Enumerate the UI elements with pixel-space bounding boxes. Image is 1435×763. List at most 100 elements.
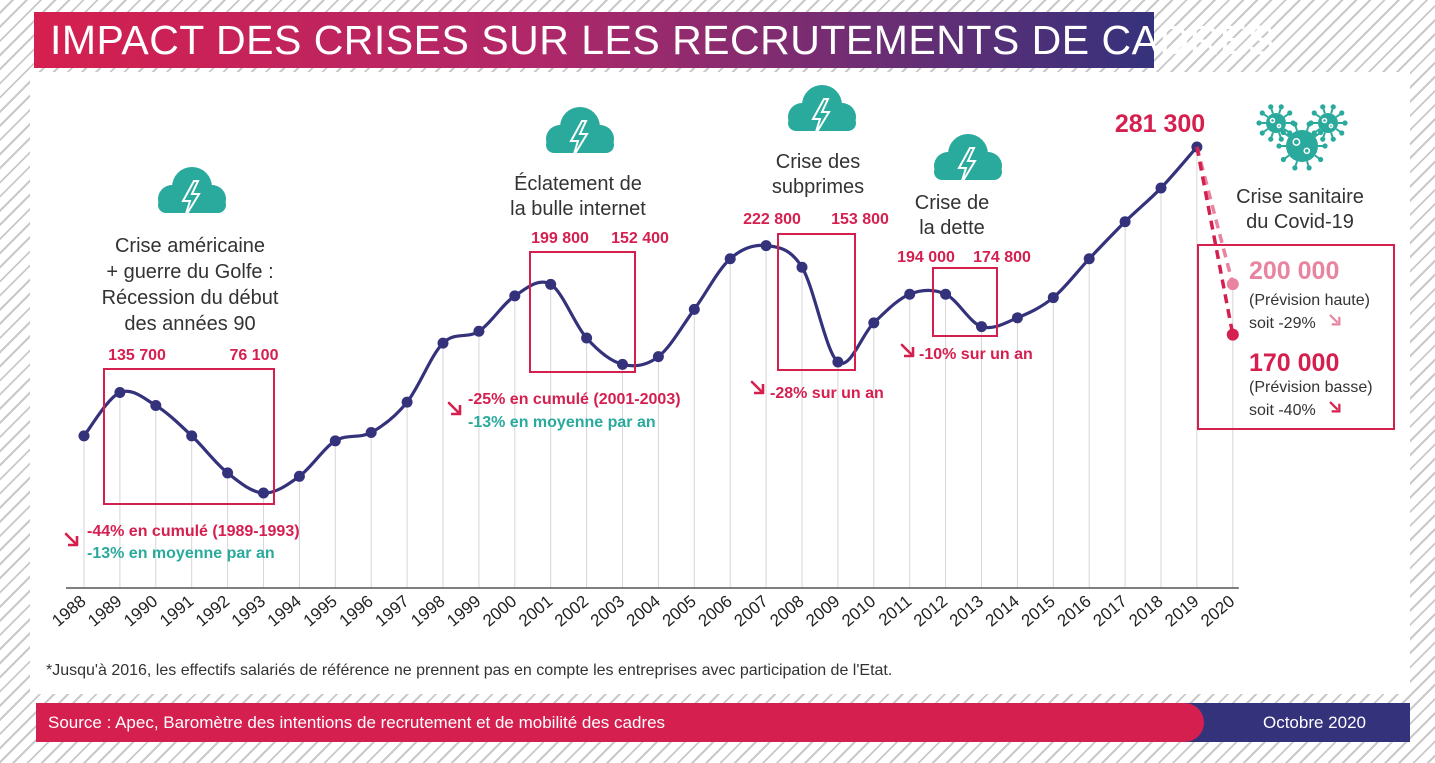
x-tick-label: 2016 — [1054, 592, 1095, 631]
virus-spike-tip — [1292, 165, 1298, 171]
crisis-value-label: 222 800 — [743, 211, 801, 228]
forecast-high-value: 200 000 — [1249, 257, 1339, 285]
forecast-low-value: 170 000 — [1249, 349, 1339, 377]
virus-spike-tip — [1320, 136, 1326, 142]
x-tick-label: 1988 — [48, 592, 89, 631]
virus-spike-tip — [1280, 156, 1286, 163]
x-tick-label: 1996 — [336, 592, 377, 631]
virus-spike-tip — [1280, 129, 1286, 136]
virus-spike-tip — [1330, 136, 1336, 142]
data-point — [1155, 182, 1167, 194]
data-point — [401, 396, 413, 408]
x-tick-label: 2002 — [551, 592, 592, 631]
crisis-label: subprimes — [772, 176, 864, 198]
data-point — [329, 435, 341, 447]
crisis-label: Récession du début — [102, 287, 279, 309]
virus-small — [1308, 104, 1348, 142]
forecast-box — [1197, 244, 1395, 430]
x-tick-label: 2008 — [766, 592, 807, 631]
virus-spike-tip — [1311, 130, 1317, 136]
crisis-value-label: 76 100 — [230, 347, 279, 364]
virus-spike-tip — [1287, 130, 1293, 136]
crisis-label: des années 90 — [124, 313, 255, 335]
crisis-box — [103, 368, 275, 505]
crisis-label: Crise des — [776, 151, 860, 173]
x-tick-label: 2017 — [1089, 592, 1130, 631]
virus-spike-tip — [1342, 120, 1348, 126]
data-point — [222, 467, 234, 479]
x-tick-label: 2010 — [838, 592, 879, 631]
arrow-shaft — [64, 532, 77, 545]
data-point — [940, 288, 952, 300]
x-tick-label: 1993 — [228, 592, 269, 631]
virus-body — [1286, 130, 1318, 162]
virus-spike-tip — [1318, 129, 1324, 136]
forecast-point — [1226, 278, 1239, 291]
virus-spike-tip — [1287, 110, 1293, 116]
storm-cloud-icon — [546, 107, 614, 158]
crisis-label: la bulle internet — [510, 198, 646, 220]
virus-spike-tip — [1339, 110, 1345, 116]
x-tick-label: 2020 — [1197, 592, 1238, 631]
forecast-high-caption: (Prévision haute) — [1249, 292, 1370, 309]
storm-cloud-icon — [788, 85, 856, 136]
virus-dot — [1269, 117, 1276, 124]
page-title: IMPACT DES CRISES SUR LES RECRUTEMENTS D… — [50, 17, 1276, 63]
x-tick-label: 2019 — [1161, 592, 1202, 631]
lightning-icon — [181, 180, 201, 218]
peak-value-label: 281 300 — [1115, 110, 1205, 138]
data-point — [509, 290, 521, 302]
data-point — [652, 351, 664, 363]
data-point — [688, 303, 700, 315]
crisis-note: -25% en cumulé (2001-2003) — [468, 391, 681, 408]
virus-spike-tip — [1259, 110, 1265, 116]
x-tick-label: 2004 — [623, 592, 664, 631]
arrow-head — [1331, 403, 1341, 413]
virus-spike-tip — [1259, 130, 1265, 136]
footnote: *Jusqu'à 2016, les effectifs salariés de… — [46, 662, 893, 679]
down-arrow-icon — [900, 343, 915, 358]
x-tick-label: 1997 — [371, 592, 412, 631]
x-tick-label: 2005 — [659, 592, 700, 631]
title-band — [34, 12, 1154, 68]
x-tick-label: 2000 — [479, 592, 520, 631]
x-tick-label: 2012 — [910, 592, 951, 631]
lightning-icon — [957, 147, 977, 185]
virus-spike-tip — [1256, 120, 1262, 126]
crisis-box — [529, 251, 636, 373]
crisis-note: -13% en moyenne par an — [87, 545, 275, 562]
data-point — [724, 253, 736, 265]
data-point — [617, 358, 628, 370]
x-tick-label: 2009 — [802, 592, 843, 631]
virus-dot — [1303, 147, 1311, 155]
x-tick-label: 2015 — [1018, 592, 1059, 631]
arrow-head — [904, 347, 915, 358]
x-tick-label: 1992 — [192, 592, 233, 631]
data-point — [868, 317, 880, 329]
data-point — [832, 356, 844, 368]
virus-spike-tip — [1306, 121, 1312, 127]
arrow-shaft — [900, 343, 913, 356]
lightning-icon — [811, 98, 831, 136]
data-point — [114, 387, 126, 399]
data-point — [1047, 292, 1059, 304]
crisis-value-label: 135 700 — [108, 347, 166, 364]
data-point — [1083, 253, 1095, 265]
forecast-point — [1226, 328, 1239, 341]
x-tick-label: 2007 — [730, 592, 771, 631]
footer-source-band: Source : Apec, Baromètre des intentions … — [36, 703, 1204, 742]
virus-spike-tip — [1330, 104, 1336, 110]
virus-body — [1318, 113, 1338, 133]
forecast-high-change: soit -29% — [1249, 315, 1316, 332]
crisis-value-label: 152 400 — [611, 230, 669, 247]
virus-spike-tip — [1278, 136, 1284, 142]
forecast-low-change: soit -40% — [1249, 402, 1316, 419]
down-arrow-icon-high — [1329, 314, 1341, 326]
x-tick-label: 1991 — [156, 592, 197, 631]
arrow-shaft — [1329, 401, 1339, 411]
crisis-note: -13% en moyenne par an — [468, 414, 656, 431]
data-point — [796, 261, 808, 273]
virus-spike-tip — [1268, 104, 1274, 110]
data-point — [150, 399, 162, 411]
down-arrow-icon — [447, 401, 462, 416]
